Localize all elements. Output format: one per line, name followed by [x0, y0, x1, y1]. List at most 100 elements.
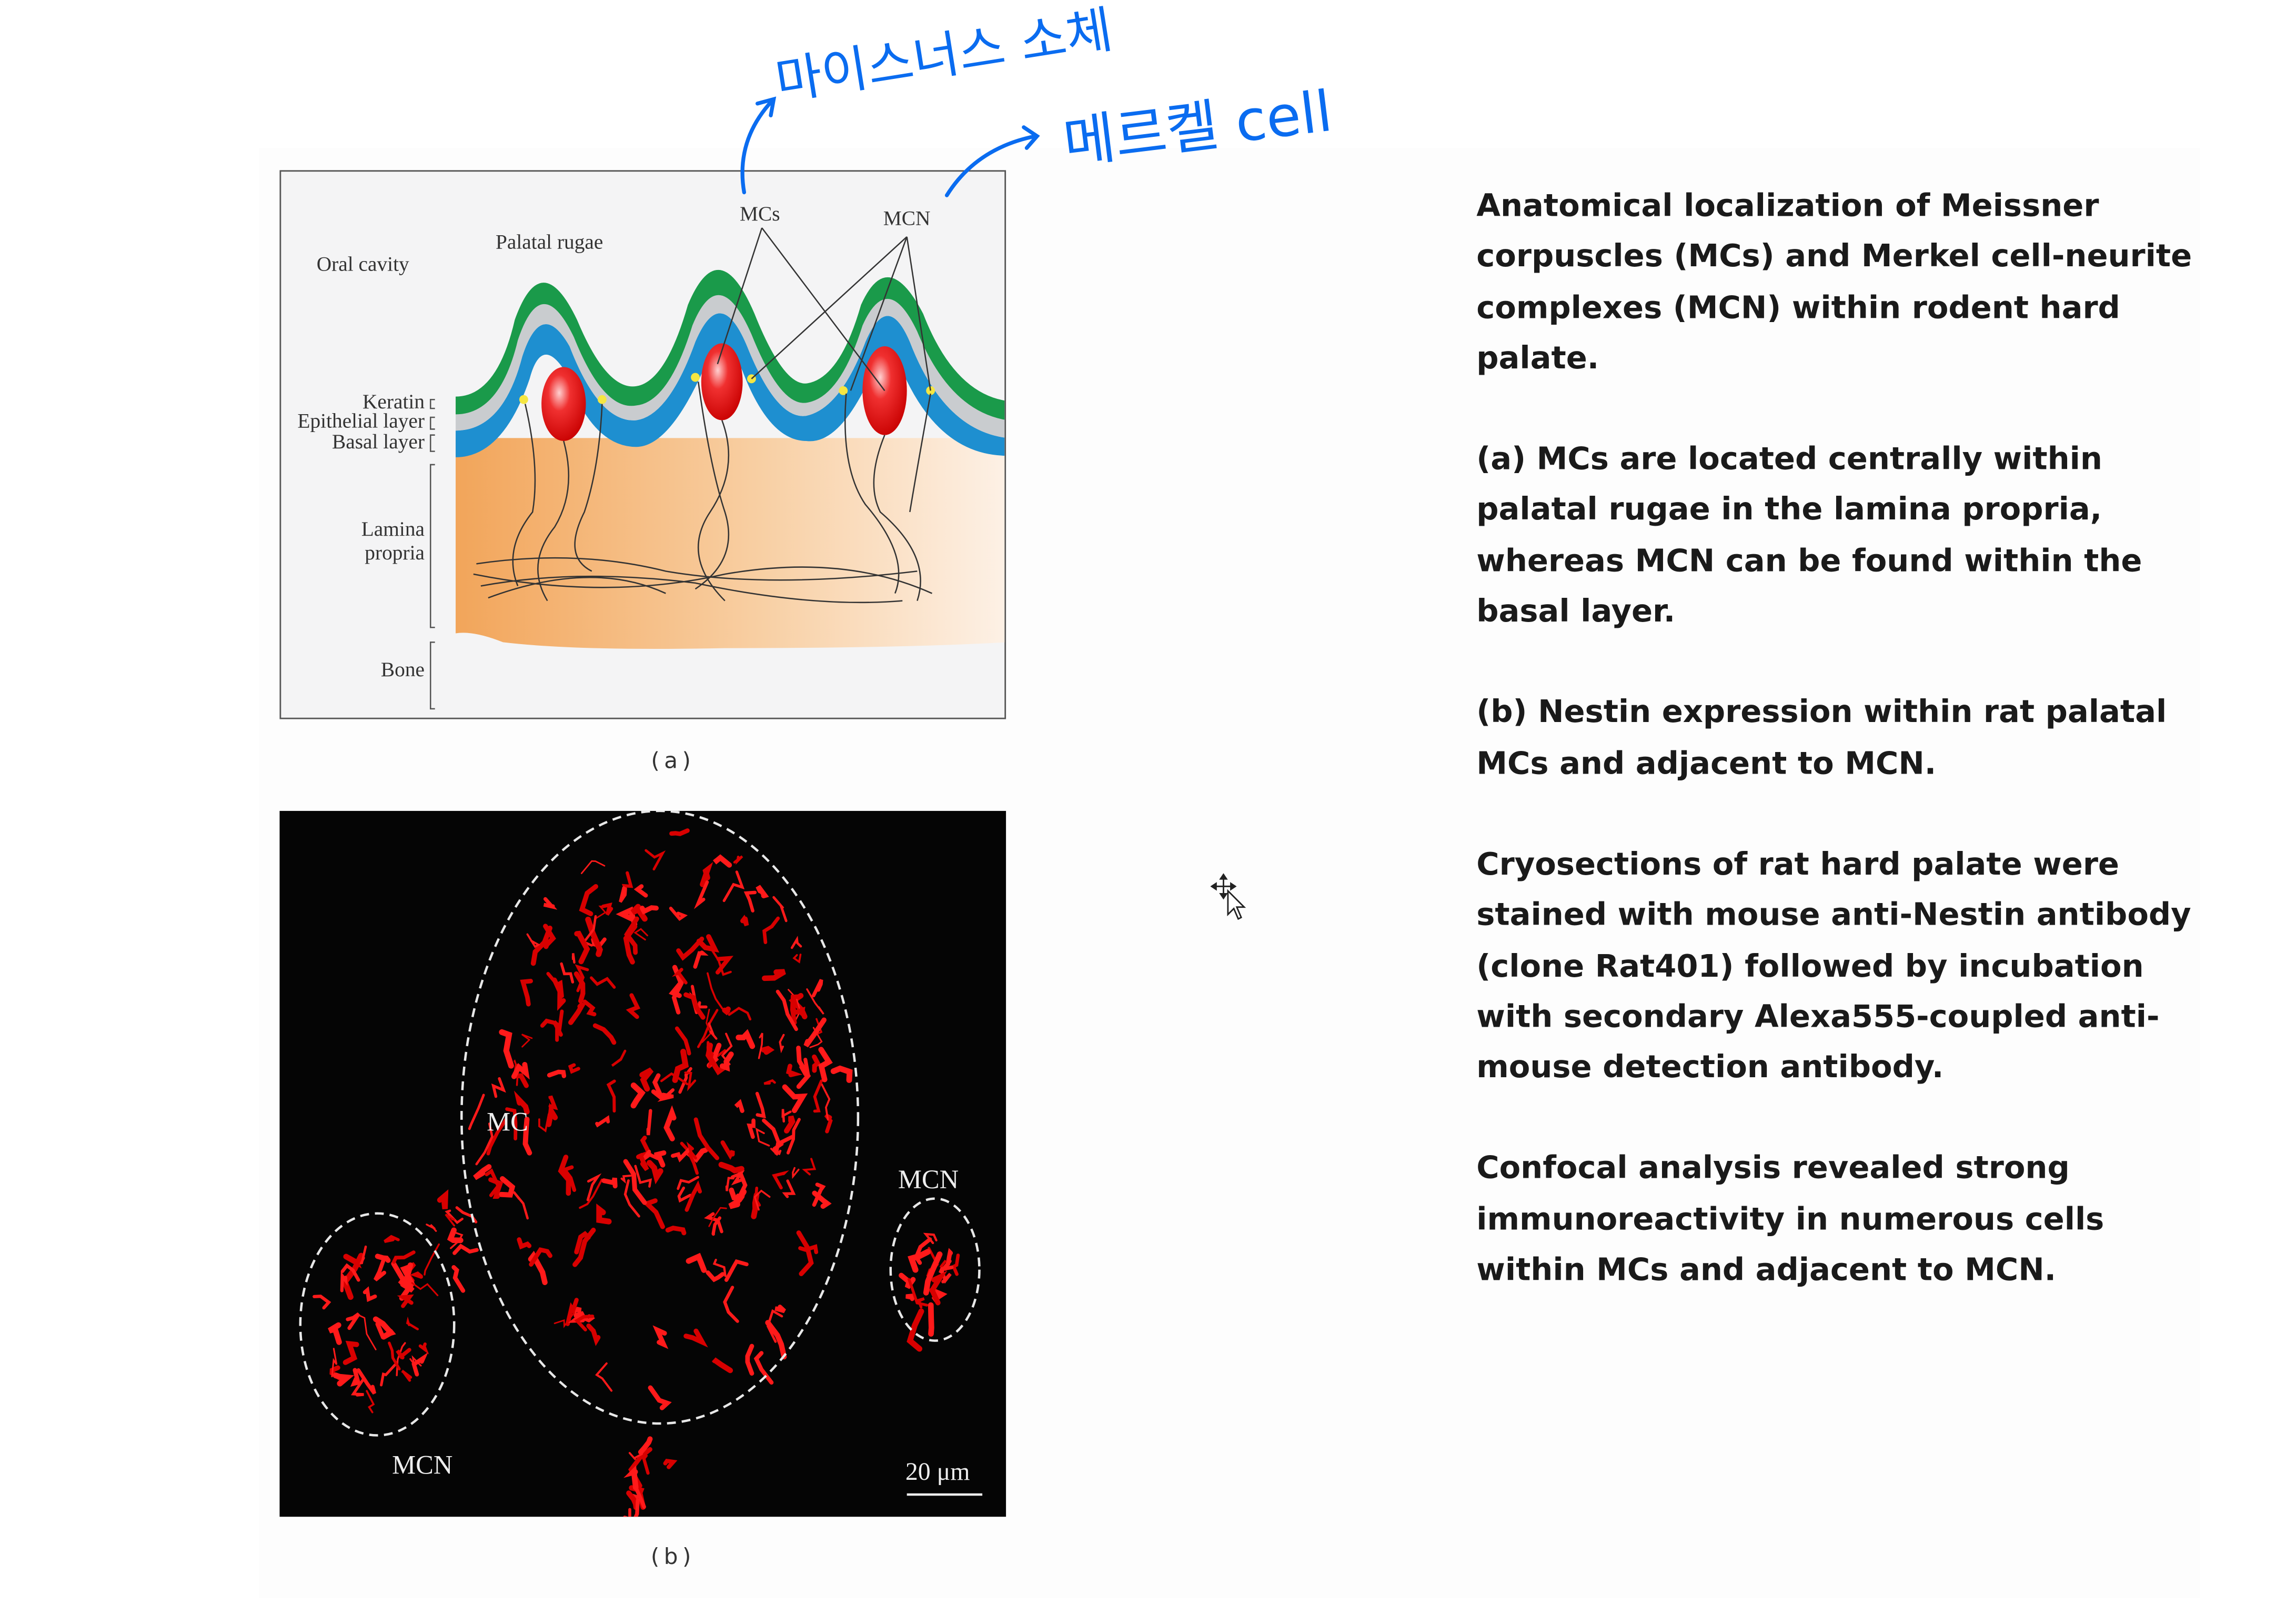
red-streak — [637, 1135, 652, 1159]
red-streak — [722, 1006, 731, 1016]
red-streak — [641, 1149, 660, 1161]
red-streak — [683, 992, 706, 1020]
red-streak — [585, 916, 603, 957]
red-streak — [328, 1322, 342, 1345]
red-streak — [526, 933, 540, 948]
red-streak — [409, 1271, 424, 1279]
red-streak — [736, 1029, 756, 1049]
red-streak — [340, 1263, 360, 1282]
red-streak — [633, 928, 649, 941]
red-streak — [447, 1227, 464, 1244]
red-streak — [512, 1191, 529, 1220]
red-streak — [595, 1115, 610, 1128]
red-streak — [384, 1235, 400, 1243]
red-streak — [671, 982, 684, 1015]
label-palatal-rugae: Palatal rugae — [495, 232, 603, 255]
red-streak — [373, 1256, 387, 1281]
red-streak — [786, 1118, 801, 1155]
red-streak — [452, 1244, 479, 1255]
red-streak — [451, 1265, 466, 1293]
description-b: (b) Nestin expression within rat palatal… — [1476, 694, 2167, 781]
red-streak — [343, 1340, 359, 1365]
red-streak — [630, 904, 648, 922]
leader-lines — [717, 227, 931, 392]
red-streak — [700, 861, 713, 887]
red-streak — [730, 1170, 746, 1186]
red-streak — [719, 1051, 734, 1072]
red-streak — [580, 860, 606, 874]
label-keratin: Keratin — [362, 392, 425, 415]
red-streak — [697, 1009, 719, 1048]
red-streak — [411, 1352, 428, 1377]
nerve-fibers — [473, 382, 933, 604]
red-streak — [782, 1179, 796, 1198]
red-streak — [772, 896, 788, 923]
red-streak — [914, 1237, 932, 1265]
red-streak — [728, 1007, 752, 1021]
red-streak — [346, 1312, 360, 1330]
red-streak — [639, 1067, 654, 1092]
red-streak — [547, 1069, 567, 1078]
red-streak — [811, 979, 823, 998]
red-streak — [821, 1083, 831, 1121]
red-streak — [375, 1254, 391, 1263]
red-streak — [568, 1063, 580, 1074]
red-streak — [331, 1348, 338, 1378]
red-streak — [391, 1261, 415, 1293]
red-streak — [313, 1295, 331, 1310]
red-streak — [684, 1180, 702, 1212]
description-a: (a) MCs are located centrally within pal… — [1476, 441, 2142, 629]
red-streak — [626, 993, 641, 1019]
red-streak — [623, 1508, 631, 1517]
red-streak — [672, 968, 688, 985]
red-streak — [621, 871, 633, 890]
red-streak — [761, 1046, 775, 1055]
red-streak — [590, 976, 616, 989]
red-streak — [555, 1009, 564, 1042]
red-streak — [401, 1369, 412, 1382]
red-streak — [634, 1165, 652, 1188]
red-streak — [809, 1027, 823, 1048]
red-streak — [468, 1094, 485, 1130]
red-streak — [929, 1270, 948, 1306]
red-streak — [798, 1244, 819, 1255]
red-streak — [812, 1054, 821, 1073]
red-streak — [758, 1032, 763, 1059]
meissner-corpuscle-1 — [541, 367, 586, 441]
palate-diagram — [429, 227, 1005, 710]
label-basal-layer: Basal layer — [332, 432, 425, 455]
red-streak — [406, 1316, 419, 1330]
red-streak — [579, 884, 598, 916]
red-streak — [708, 1022, 718, 1040]
red-streak — [645, 849, 666, 871]
red-streak — [812, 1190, 832, 1209]
red-streak — [696, 934, 720, 953]
red-streak — [595, 905, 611, 919]
red-streak — [905, 1294, 914, 1301]
red-streak — [573, 971, 586, 1004]
red-streak — [418, 1342, 429, 1355]
red-streak — [663, 1458, 678, 1469]
red-streak — [628, 1452, 643, 1460]
red-streak — [806, 988, 824, 1015]
red-streak — [601, 1177, 618, 1189]
red-streak — [572, 1307, 582, 1315]
merkel-cells — [519, 373, 935, 404]
red-streak — [718, 1161, 744, 1174]
red-streak — [572, 1227, 596, 1267]
red-streak — [426, 1224, 437, 1232]
red-streak — [520, 978, 533, 1007]
red-streak — [747, 1118, 756, 1139]
red-streak — [488, 1177, 503, 1199]
red-streak — [623, 1465, 639, 1490]
red-streak — [636, 1152, 649, 1171]
red-streak — [619, 886, 627, 903]
description-results: Confocal analysis revealed strong immuno… — [1476, 1150, 2104, 1288]
red-streak — [676, 936, 704, 961]
red-streak — [517, 1237, 532, 1250]
red-streak — [340, 1271, 348, 1292]
red-streak — [782, 1084, 808, 1114]
red-streak — [611, 1049, 627, 1067]
red-streak — [740, 915, 749, 927]
